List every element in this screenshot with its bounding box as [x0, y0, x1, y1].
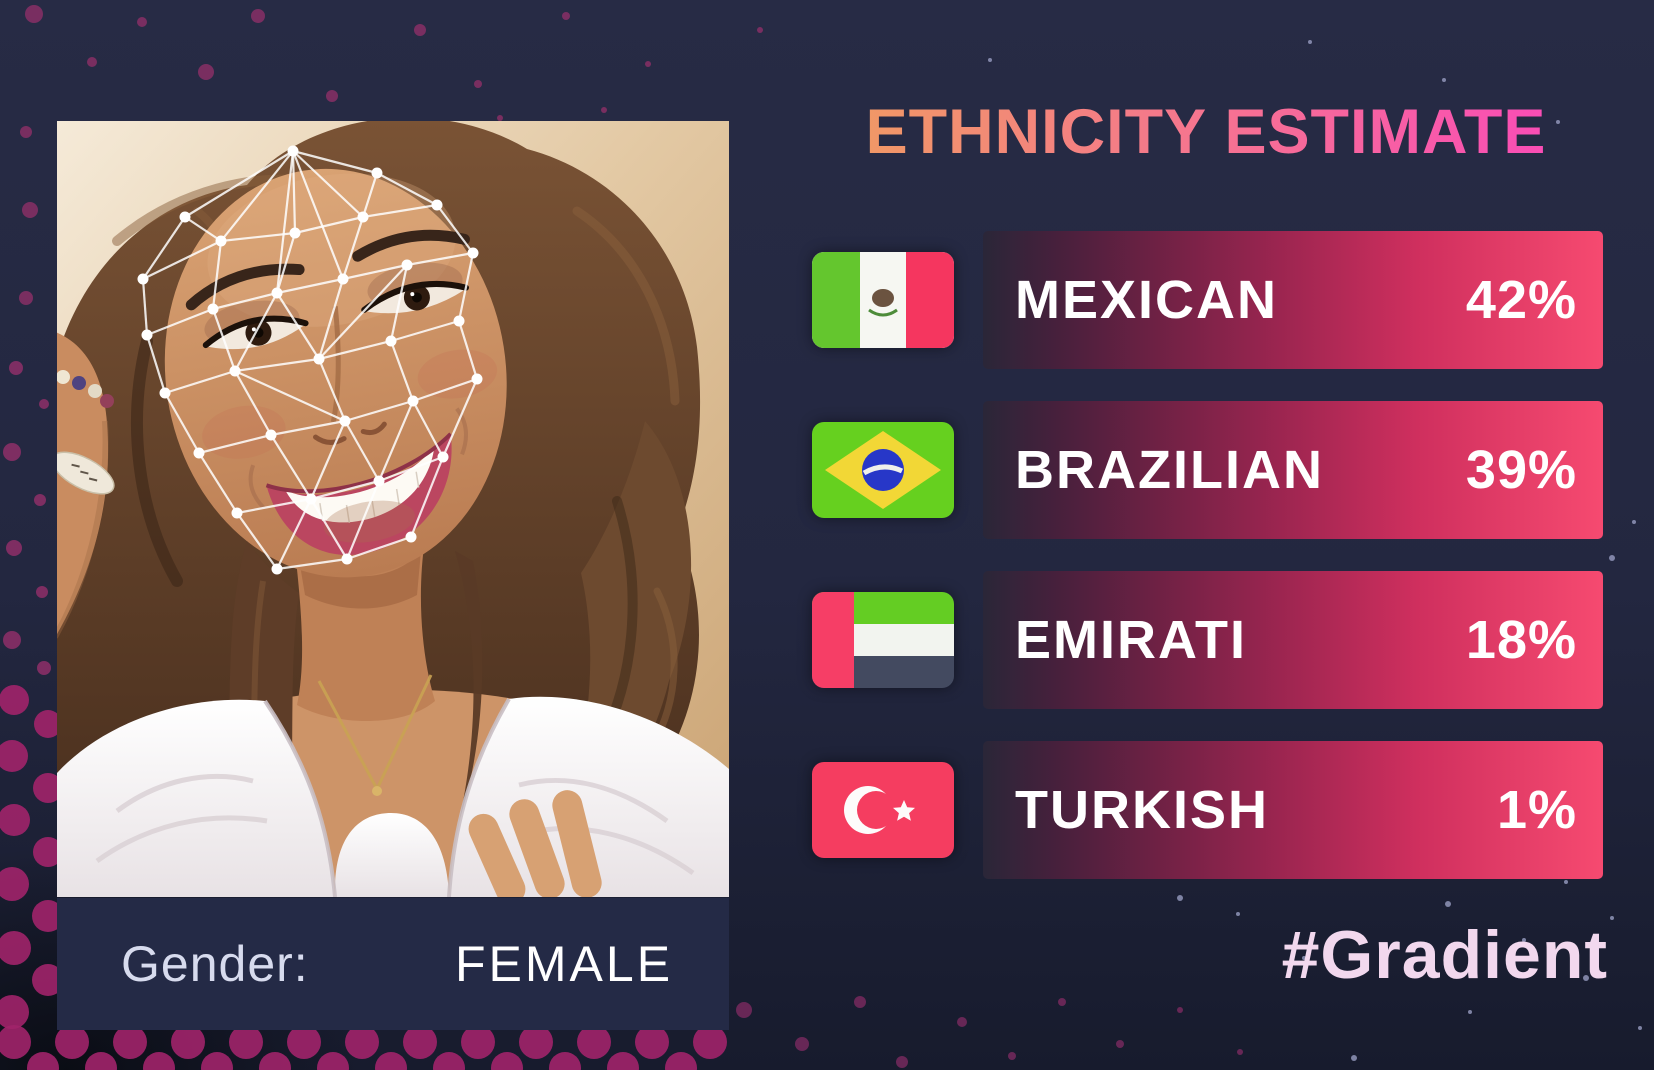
ethnicity-bar: BRAZILIAN 39%: [983, 401, 1603, 539]
face-mesh-overlay: [137, 145, 483, 575]
gradient-watermark: #Gradient: [1281, 917, 1608, 993]
ethnicity-bar: TURKISH 1%: [983, 741, 1603, 879]
portrait-illustration: [57, 121, 729, 897]
ethnicity-bar: EMIRATI 18%: [983, 571, 1603, 709]
ethnicity-bar: MEXICAN 42%: [983, 231, 1603, 369]
ethnicity-label: BRAZILIAN: [1015, 440, 1324, 500]
mexico-flag-icon: [812, 252, 954, 348]
ethnicity-row: EMIRATI 18%: [0, 571, 1654, 709]
analyzed-photo: [57, 121, 729, 897]
ethnicity-label: MEXICAN: [1015, 270, 1279, 330]
ethnicity-row: BRAZILIAN 39%: [0, 401, 1654, 539]
turkey-flag-icon: [812, 762, 954, 858]
ethnicity-label: TURKISH: [1015, 780, 1269, 840]
ethnicity-row: TURKISH 1%: [0, 741, 1654, 879]
brazil-flag-icon: [812, 422, 954, 518]
uae-flag-icon: [812, 592, 954, 688]
ethnicity-percentage: 39%: [1465, 440, 1577, 500]
ethnicity-percentage: 18%: [1465, 610, 1577, 670]
ethnicity-percentage: 1%: [1496, 780, 1577, 840]
ethnicity-label: EMIRATI: [1015, 610, 1247, 670]
gender-row: Gender: FEMALE: [57, 898, 729, 1030]
gender-value: FEMALE: [455, 936, 674, 992]
page-title: ETHNICITY ESTIMATE: [756, 96, 1654, 168]
ethnicity-percentage: 42%: [1465, 270, 1577, 330]
gender-label: Gender:: [121, 936, 309, 992]
ethnicity-row: MEXICAN 42%: [0, 231, 1654, 369]
